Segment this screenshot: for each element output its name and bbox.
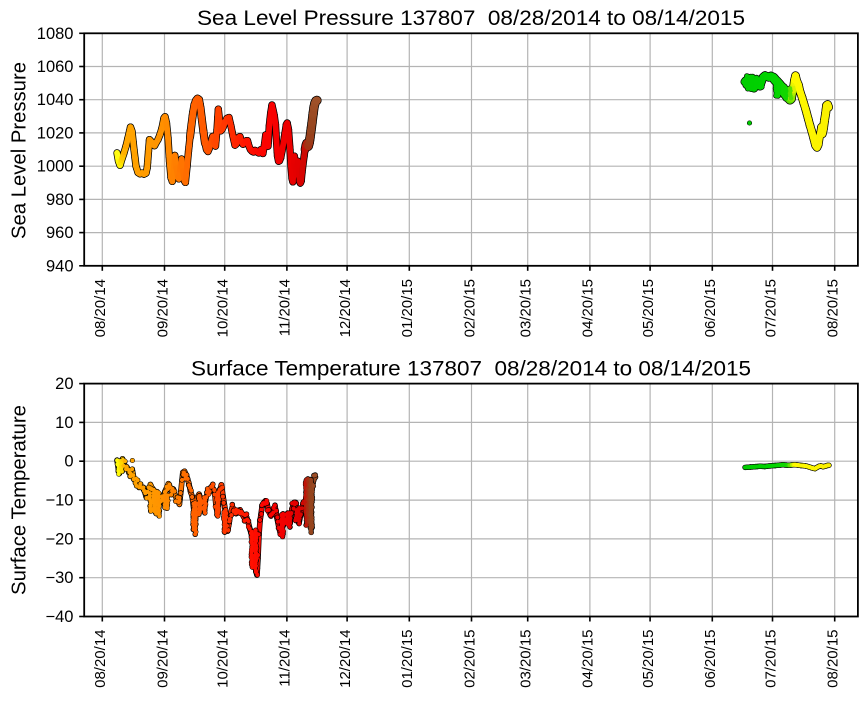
svg-text:Surface Temperature: Surface Temperature [9, 405, 31, 595]
svg-text:08/20/14: 08/20/14 [92, 279, 109, 337]
svg-text:10/20/14: 10/20/14 [215, 279, 232, 337]
svg-text:−20: −20 [46, 530, 74, 548]
svg-text:08/20/15: 08/20/15 [825, 630, 842, 688]
svg-text:940: 940 [46, 257, 74, 275]
svg-text:09/20/14: 09/20/14 [154, 279, 171, 337]
svg-text:0: 0 [64, 453, 73, 471]
svg-text:1060: 1060 [37, 58, 74, 76]
svg-text:20: 20 [55, 375, 73, 393]
svg-text:01/20/15: 01/20/15 [399, 630, 416, 688]
svg-text:06/20/15: 06/20/15 [702, 279, 719, 337]
svg-text:12/20/14: 12/20/14 [337, 630, 354, 688]
svg-text:05/20/15: 05/20/15 [640, 630, 657, 688]
svg-text:1080: 1080 [37, 25, 74, 43]
svg-text:12/20/14: 12/20/14 [337, 279, 354, 337]
svg-text:06/20/15: 06/20/15 [702, 630, 719, 688]
svg-text:1000: 1000 [37, 158, 74, 176]
svg-text:03/20/15: 03/20/15 [518, 279, 535, 337]
svg-text:03/20/15: 03/20/15 [518, 630, 535, 688]
svg-text:07/20/15: 07/20/15 [762, 279, 779, 337]
svg-text:−40: −40 [46, 608, 74, 626]
svg-text:01/20/15: 01/20/15 [399, 279, 416, 337]
svg-text:11/20/14: 11/20/14 [277, 630, 294, 687]
svg-text:1040: 1040 [37, 91, 74, 109]
svg-text:10: 10 [55, 414, 73, 432]
svg-text:−30: −30 [46, 569, 74, 587]
svg-text:960: 960 [46, 224, 74, 242]
svg-text:Sea Level Pressure 137807 08/: Sea Level Pressure 137807 08/28/2014 to … [197, 7, 745, 30]
svg-text:04/20/15: 04/20/15 [580, 279, 597, 337]
svg-text:1020: 1020 [37, 124, 74, 142]
svg-text:−10: −10 [46, 492, 74, 510]
svg-text:02/20/15: 02/20/15 [461, 279, 478, 337]
svg-text:08/20/15: 08/20/15 [825, 279, 842, 337]
svg-text:04/20/15: 04/20/15 [580, 630, 597, 688]
svg-text:980: 980 [46, 191, 74, 209]
svg-text:Surface Temperature 137807 08: Surface Temperature 137807 08/28/2014 to… [191, 358, 751, 381]
svg-text:11/20/14: 11/20/14 [277, 279, 294, 336]
svg-text:09/20/14: 09/20/14 [154, 630, 171, 688]
svg-text:08/20/14: 08/20/14 [92, 630, 109, 688]
svg-text:Sea Level Pressure: Sea Level Pressure [9, 62, 31, 239]
svg-text:05/20/15: 05/20/15 [640, 279, 657, 337]
svg-text:07/20/15: 07/20/15 [762, 630, 779, 688]
svg-text:02/20/15: 02/20/15 [461, 630, 478, 688]
svg-text:10/20/14: 10/20/14 [215, 630, 232, 688]
